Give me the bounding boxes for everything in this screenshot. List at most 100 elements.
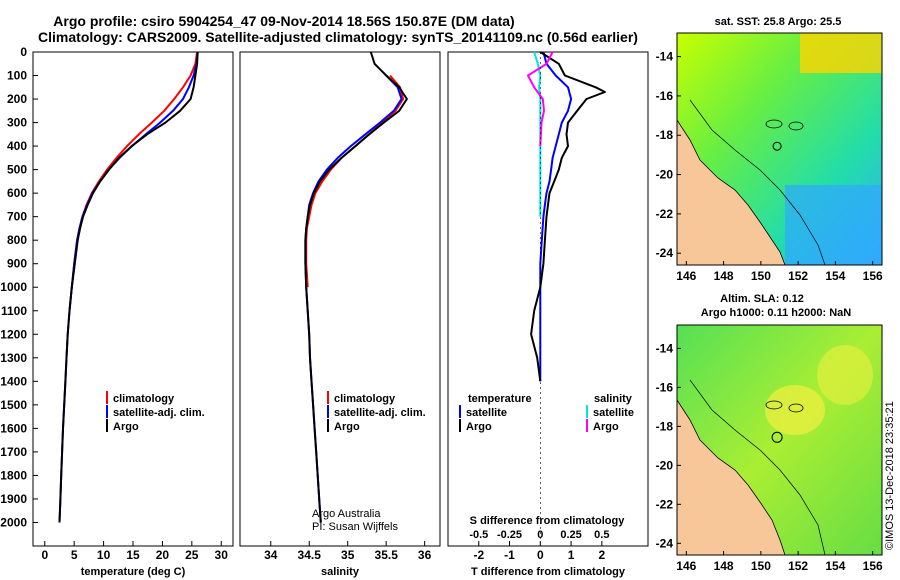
- legend-s-argo: Argo: [593, 421, 619, 433]
- depth-tick-label: 1200: [0, 327, 27, 341]
- sla-title-line-1: Altim. SLA: 0.12: [720, 293, 804, 305]
- temperature-x-ticks: 0 5 10 15 20 25 30: [33, 51, 229, 562]
- sla-map-ticks: 146 148 150 152 154 156 -14 -16 -18 -20 -22 -24: [656, 341, 883, 573]
- sst-reef: [788, 121, 804, 131]
- x-tick-label: 2: [598, 548, 605, 562]
- x-tick-label: -1: [504, 548, 515, 562]
- depth-tick-label: 100: [7, 69, 27, 83]
- x-tick-label: -2: [473, 548, 484, 562]
- sla-float-marker: [771, 431, 783, 443]
- legend-satellite: satellite-adj. clim.: [113, 407, 205, 419]
- depth-tick-label: 1900: [0, 492, 27, 506]
- map-x-tick-label: 156: [863, 559, 883, 573]
- x-tick-label: 30: [215, 548, 229, 562]
- temperature-frame: [32, 51, 234, 547]
- depth-tick-label: 0: [20, 45, 27, 59]
- x-tick-label: 10: [97, 548, 111, 562]
- map-y-tick-label: -14: [656, 341, 674, 355]
- depth-tick-label: 1700: [0, 445, 27, 459]
- title-line-1: Argo profile: csiro 5904254_47 09-Nov-20…: [53, 13, 514, 29]
- series-line-s-argo: [527, 51, 554, 147]
- map-x-tick-label: 152: [788, 269, 808, 283]
- map-y-tick-label: -18: [656, 128, 674, 142]
- sla-title-line-2: Argo h1000: 0.11 h2000: NaN: [701, 307, 851, 319]
- argo-australia-note: Argo Australia: [312, 508, 381, 520]
- series-line-s-satellite: [533, 51, 542, 217]
- map-x-tick-label: 156: [863, 269, 883, 283]
- depth-tick-label: 600: [7, 186, 27, 200]
- series-line-climatology: [68, 51, 199, 311]
- legend-t-argo: Argo: [466, 421, 492, 433]
- depth-tick-label: 1500: [0, 398, 27, 412]
- temperature-panel: 0 5 10 15 20 25 30 temperature (deg C) climato…: [32, 51, 234, 578]
- map-x-tick-label: 154: [825, 269, 845, 283]
- s-tick-label: 0.25: [560, 529, 581, 541]
- sla-reef: [765, 400, 783, 410]
- difference-legend: temperature salinity satellite Argo sate…: [459, 393, 634, 433]
- s-tick-label: -0.5: [469, 529, 488, 541]
- s-tick-label: -0.25: [497, 529, 522, 541]
- difference-frame: [447, 51, 649, 547]
- depth-tick-label: 1800: [0, 468, 27, 482]
- map-y-tick-label: -22: [656, 207, 674, 221]
- map-x-tick-label: 148: [714, 559, 734, 573]
- map-x-tick-label: 146: [676, 559, 696, 573]
- sst-warm-patch: [800, 33, 882, 73]
- temperature-series: [58, 51, 199, 523]
- x-tick-label: 25: [185, 548, 199, 562]
- sst-map-frame: [676, 32, 883, 266]
- series-line-argo: [304, 51, 408, 523]
- legend-satellite: satellite-adj. clim.: [334, 407, 426, 419]
- depth-tick-label: 2000: [0, 516, 27, 530]
- salinity-frame: [239, 51, 441, 547]
- difference-series: [527, 51, 606, 546]
- legend-temperature-title: temperature: [468, 393, 532, 405]
- sla-map-frame: [676, 324, 883, 556]
- map-y-tick-label: -24: [656, 536, 674, 550]
- map-y-tick-label: -16: [656, 89, 674, 103]
- depth-axis: 0 100 200 300 400 500 600 700 800 900 1000 1100 1200…: [0, 45, 27, 530]
- map-x-tick-label: 150: [751, 269, 771, 283]
- imos-stamp: ©IMOS 13-Dec-2018 23:35:21: [884, 401, 896, 550]
- sst-reef: [765, 119, 783, 129]
- sst-map-ticks: 146 148 150 152 154 156 -14 -16 -18 -20 -22 -24: [656, 50, 883, 283]
- salinity-legend: climatology satellite-adj. clim. Argo: [327, 391, 426, 433]
- x-tick-label: 36: [418, 548, 432, 562]
- legend-climatology: climatology: [113, 393, 175, 405]
- pi-note: PI: Susan Wijffels: [312, 521, 398, 533]
- legend-argo: Argo: [113, 421, 139, 433]
- series-line-t-satellite: [539, 51, 573, 382]
- sla-map-panel: Altim. SLA: 0.12 Argo h1000: 0.11 h2000:…: [656, 293, 883, 573]
- legend-t-satellite: satellite: [466, 407, 507, 419]
- x-tick-label: 34.5: [298, 548, 322, 562]
- sla-depth-contour: [689, 379, 826, 556]
- depth-tick-label: 1100: [1, 304, 27, 318]
- map-y-tick-label: -18: [656, 419, 674, 433]
- map-y-tick-label: -16: [656, 380, 674, 394]
- x-tick-label: 35: [341, 548, 355, 562]
- sla-high-anomaly: [817, 345, 873, 405]
- sst-map-title: sat. SST: 25.8 Argo: 25.5: [715, 16, 842, 28]
- x-tick-label: 0: [537, 548, 544, 562]
- sst-cool-patch: [785, 185, 882, 265]
- depth-tick-label: 700: [7, 210, 27, 224]
- difference-x-ticks: -2 -1 0 1 2: [473, 541, 605, 562]
- x-tick-label: 35.5: [375, 548, 399, 562]
- s-tick-label: 0.5: [594, 529, 609, 541]
- s-tick-label: 0: [537, 529, 543, 541]
- legend-salinity-title: salinity: [594, 393, 633, 405]
- map-y-tick-label: -14: [656, 50, 674, 64]
- map-x-tick-label: 150: [751, 559, 771, 573]
- sst-float-marker: [772, 141, 782, 151]
- sla-high-anomaly: [765, 385, 825, 435]
- difference-xlabel: T difference from climatology: [471, 566, 626, 578]
- depth-tick-label: 400: [7, 139, 27, 153]
- salinity-panel: 34 34.5 35 35.5 36 salinity climatology sate…: [239, 51, 441, 578]
- x-tick-label: 34: [264, 548, 278, 562]
- s-axis-background: [450, 508, 646, 544]
- sst-map-panel: sat. SST: 25.8 Argo: 25.5 146 148 150 152 15…: [656, 16, 883, 283]
- map-x-tick-label: 146: [676, 269, 696, 283]
- depth-tick-label: 200: [7, 92, 27, 106]
- depth-tick-label: 800: [7, 233, 27, 247]
